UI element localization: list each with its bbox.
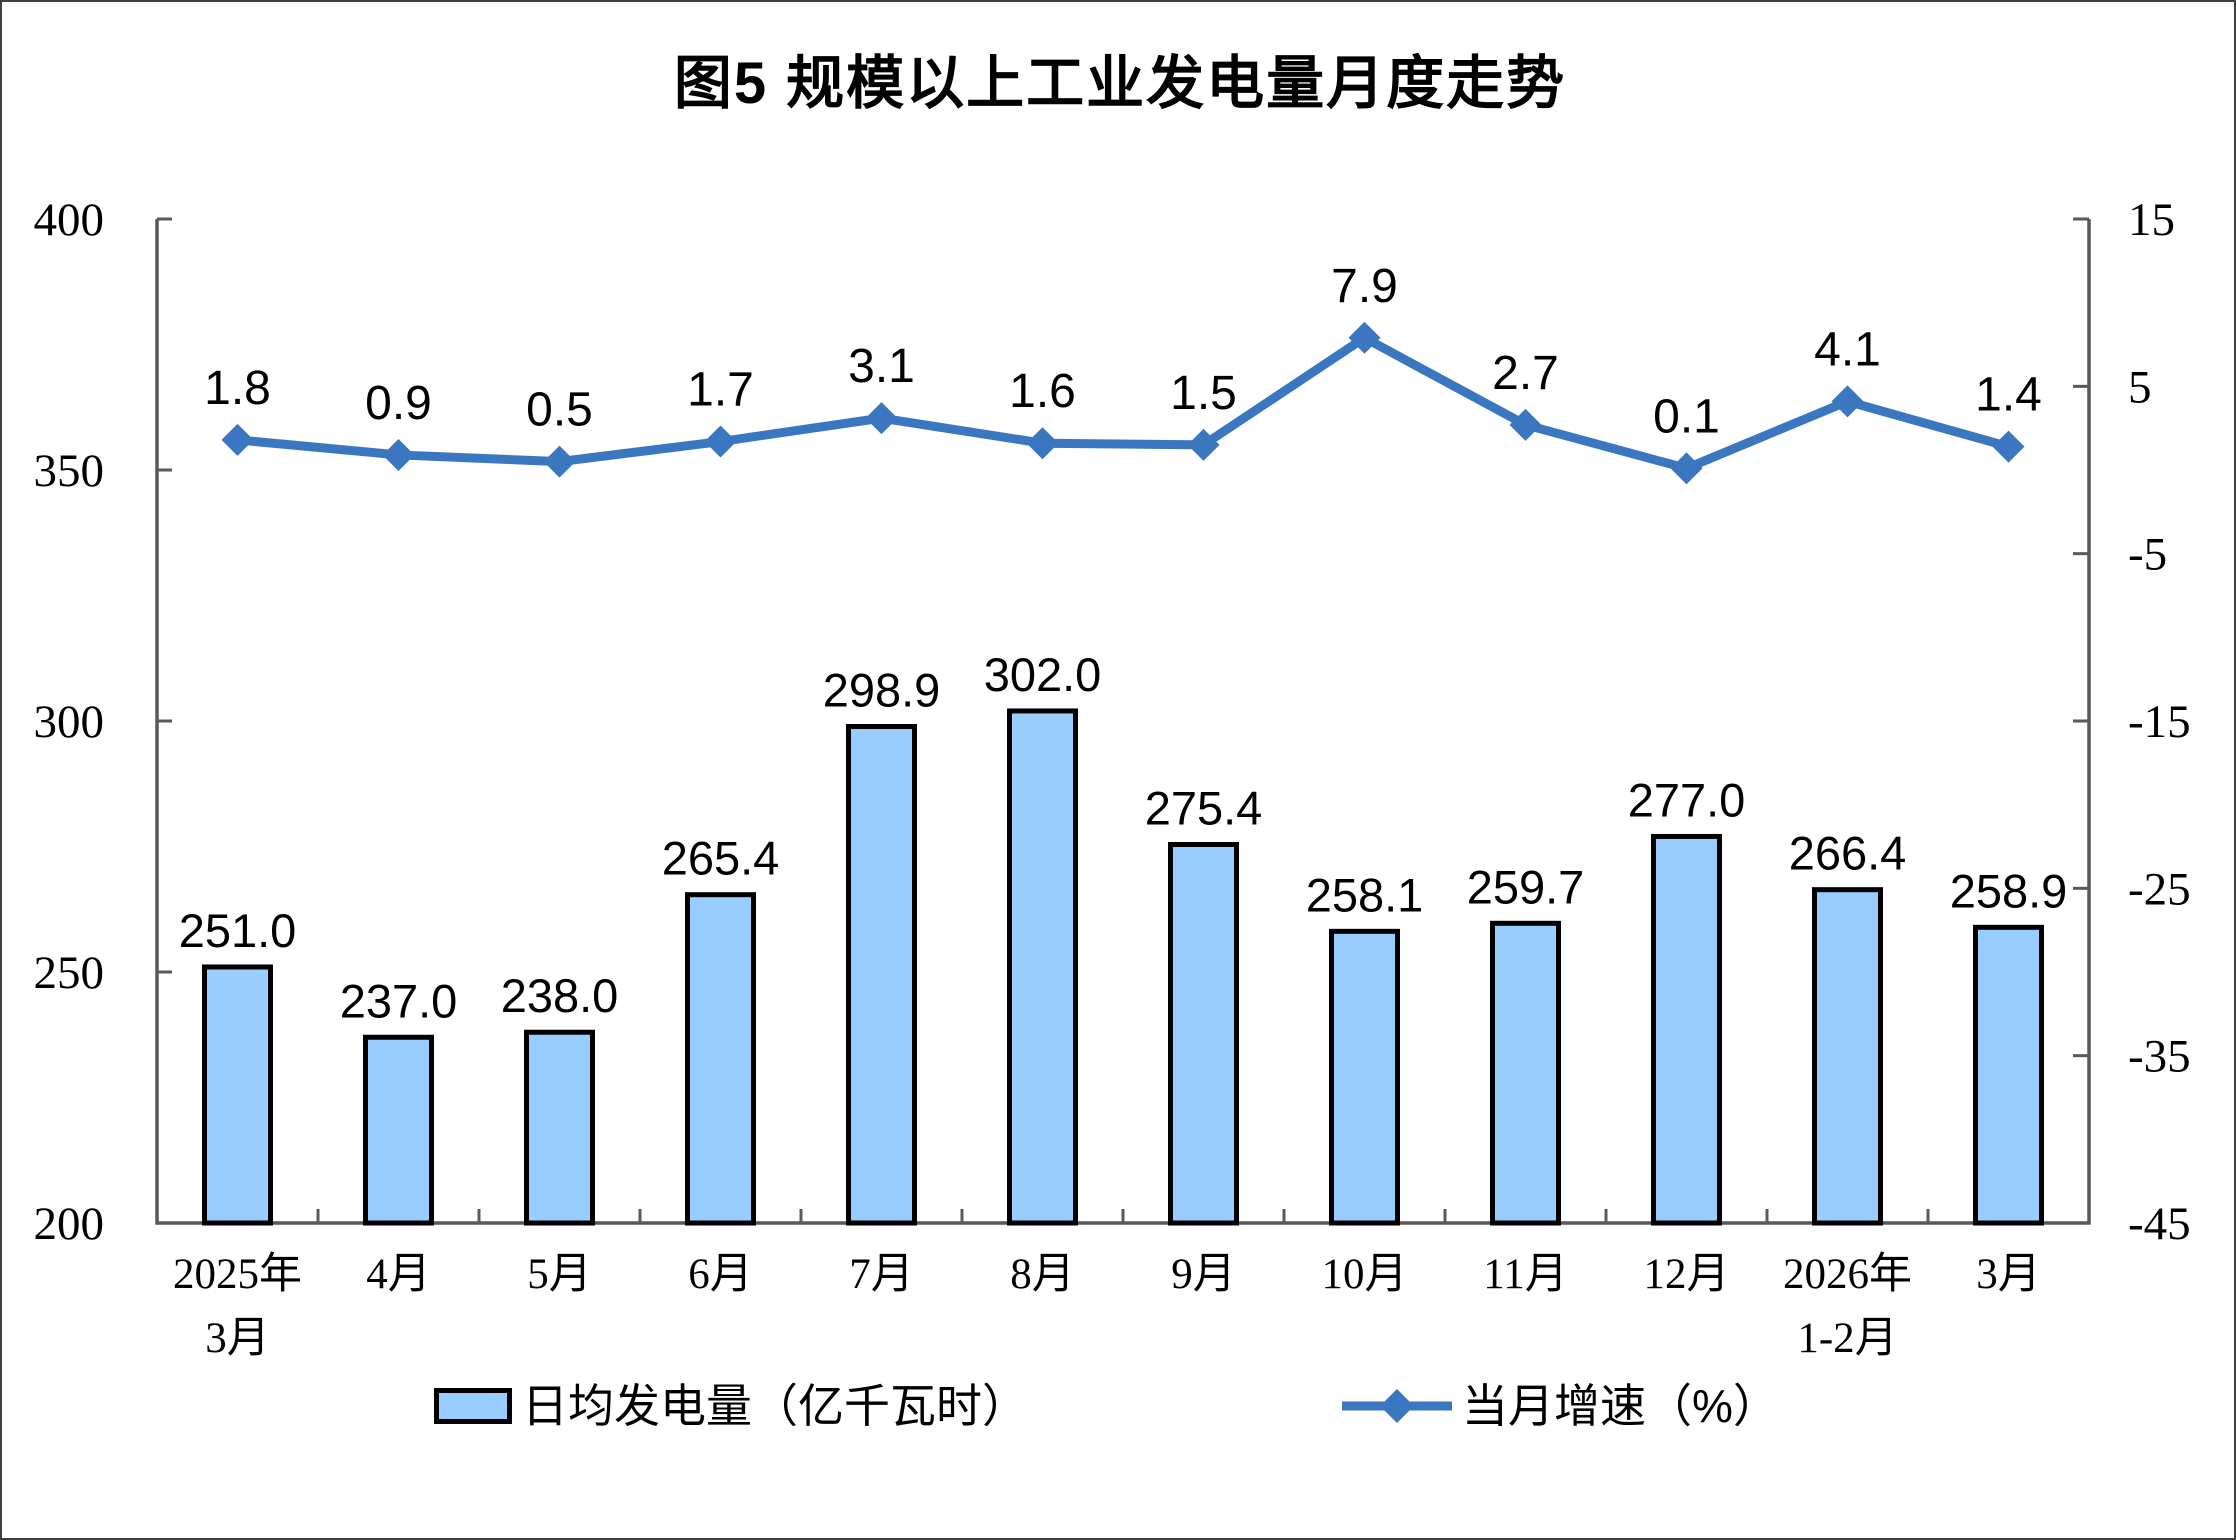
x-axis-label: 2026年 (1783, 1251, 1912, 1298)
x-axis-label: 3月 (1976, 1251, 2041, 1298)
line-value-label: 4.1 (1814, 323, 1881, 376)
bar (1007, 708, 1078, 1226)
x-axis-label: 9月 (1171, 1251, 1236, 1298)
bar (1973, 924, 2044, 1226)
bar-value-label: 266.4 (1789, 827, 1907, 880)
bar (1490, 920, 1561, 1226)
bar (1168, 841, 1239, 1226)
chart-title: 图5 规模以上工业发电量月度走势 (673, 51, 1567, 116)
bar (202, 964, 273, 1226)
line-point-marker (1348, 321, 1381, 354)
line-point-marker (1992, 430, 2025, 463)
x-axis-label: 8月 (1010, 1251, 1075, 1298)
line-value-label: 0.1 (1653, 390, 1720, 443)
bar (1651, 833, 1722, 1226)
x-axis-label: 1-2月 (1797, 1315, 1897, 1362)
line-point-marker (1831, 385, 1864, 418)
x-axis-label: 3月 (205, 1315, 270, 1362)
right-axis-tick-label: -25 (2128, 863, 2191, 915)
left-axis-tick-label: 250 (34, 947, 105, 999)
line-value-label: 2.7 (1492, 347, 1559, 400)
line-value-label: 1.6 (1009, 365, 1076, 418)
line-value-label: 3.1 (848, 340, 915, 393)
bar (685, 892, 756, 1226)
chart-legend: 日均发电量（亿千瓦时） 当月增速（%） (2, 1380, 2234, 1432)
legend-line-diamond-icon (1380, 1389, 1414, 1423)
x-axis-label: 5月 (527, 1251, 592, 1298)
legend-item-line: 当月增速（%） (1338, 1380, 1779, 1432)
bar-value-label: 265.4 (662, 832, 780, 885)
line-point-marker (865, 402, 898, 435)
line-value-label: 0.5 (526, 384, 593, 437)
line-value-label: 7.9 (1331, 260, 1398, 313)
bar-value-label: 259.7 (1467, 860, 1585, 913)
bar-value-label: 298.9 (823, 664, 941, 717)
line-value-label: 1.7 (687, 364, 754, 417)
right-axis-tick-label: 5 (2128, 361, 2152, 413)
bar (363, 1034, 434, 1226)
bar-value-label: 258.1 (1306, 868, 1424, 921)
x-axis-label: 6月 (688, 1251, 753, 1298)
line-value-label: 1.5 (1170, 367, 1237, 420)
right-axis-tick-label: 15 (2128, 194, 2175, 246)
line-point-marker (704, 425, 737, 458)
legend-bar-label: 日均发电量（亿千瓦时） (522, 1380, 1028, 1432)
line-value-label: 1.4 (1975, 369, 2042, 422)
x-axis-label: 11月 (1483, 1251, 1567, 1298)
line-point-marker (382, 438, 415, 471)
axis-lines (155, 219, 2091, 1225)
legend-bar-swatch-icon (434, 1388, 512, 1424)
x-axis-label: 4月 (366, 1251, 431, 1298)
line-value-label: 0.9 (365, 377, 432, 430)
line-point-marker (221, 423, 254, 456)
left-axis-tick-label: 350 (34, 445, 105, 497)
line-value-label: 1.8 (204, 362, 271, 415)
legend-line-swatch-icon (1342, 1389, 1452, 1423)
line-point-marker (1026, 427, 1059, 460)
x-axis-label: 7月 (849, 1251, 914, 1298)
bar (846, 724, 917, 1226)
right-axis-tick-label: -35 (2128, 1031, 2191, 1083)
left-axis-tick-label: 300 (34, 696, 105, 748)
bar-value-label: 258.9 (1950, 864, 2068, 917)
line-point-marker (543, 445, 576, 478)
left-axis-tick-label: 400 (34, 194, 105, 246)
bar (1329, 928, 1400, 1226)
line-point-marker (1509, 408, 1542, 441)
bar-value-label: 302.0 (984, 648, 1102, 701)
left-axis-tick-label: 200 (34, 1198, 105, 1250)
growth-line (233, 333, 2013, 473)
x-axis-label: 12月 (1644, 1251, 1730, 1298)
line-point-marker (1670, 452, 1703, 485)
bar-value-label: 277.0 (1628, 773, 1746, 826)
right-axis-tick-label: -45 (2128, 1198, 2191, 1250)
bar (524, 1029, 595, 1226)
legend-line-label: 当月增速（%） (1462, 1380, 1779, 1432)
bar (1812, 887, 1883, 1226)
bar-value-label: 275.4 (1145, 781, 1263, 834)
bar-value-label: 238.0 (501, 969, 619, 1022)
bar-value-label: 251.0 (179, 904, 297, 957)
right-axis-tick-label: -5 (2128, 529, 2167, 581)
line-point-marker (1187, 428, 1220, 461)
legend-item-bars: 日均发电量（亿千瓦时） (434, 1380, 1028, 1432)
x-axis-label: 10月 (1322, 1251, 1408, 1298)
x-axis-label: 2025年 (173, 1251, 302, 1298)
right-axis-tick-label: -15 (2128, 696, 2191, 748)
bar-value-label: 237.0 (340, 974, 458, 1027)
